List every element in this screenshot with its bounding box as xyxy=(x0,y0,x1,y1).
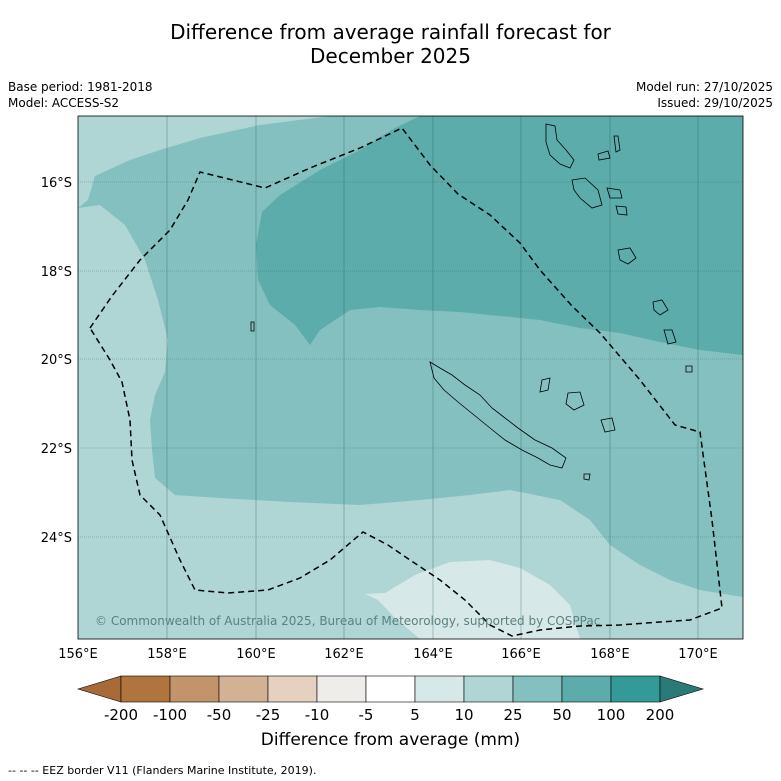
anomaly-fields xyxy=(78,116,743,639)
colorbar-tick: 10 xyxy=(454,706,473,724)
lon-labels: 156°E 158°E 160°E 162°E 164°E 166°E 168°… xyxy=(58,647,718,662)
colorbar: -200 -100 -50 -25 -10 -5 5 10 25 50 100 … xyxy=(76,675,705,724)
lat-label: 16°S xyxy=(41,176,72,191)
island-vanuatu-8 xyxy=(652,299,669,316)
map-frame xyxy=(77,115,744,640)
title-line-2: December 2025 xyxy=(310,44,471,68)
colorbar-swatch xyxy=(267,675,318,703)
colorbar-tick: 50 xyxy=(552,706,571,724)
island-vanuatu-6 xyxy=(615,205,628,216)
lat-label: 18°S xyxy=(41,265,72,280)
colorbar-high-arrow xyxy=(659,675,705,703)
colorbar-tick: -10 xyxy=(305,706,330,724)
lon-label: 170°E xyxy=(678,647,718,662)
island-new-caledonia xyxy=(429,361,567,469)
islands xyxy=(250,123,693,481)
meta-left: Base period: 1981-2018 Model: ACCESS-S2 xyxy=(8,79,153,111)
lon-label: 164°E xyxy=(413,647,453,662)
model-name: Model: ACCESS-S2 xyxy=(8,96,120,110)
lat-label: 22°S xyxy=(41,442,72,457)
colorbar-tick: -100 xyxy=(153,706,187,724)
colorbar-swatch xyxy=(610,675,661,703)
lon-label: 156°E xyxy=(58,647,98,662)
meta-right: Model run: 27/10/2025 Issued: 29/10/2025 xyxy=(636,79,773,111)
island-vanuatu-9 xyxy=(663,329,677,345)
colorbar-tick: 200 xyxy=(646,706,675,724)
base-period: Base period: 1981-2018 xyxy=(8,80,153,94)
eez-legend-note: -- -- -- EEZ border V11 (Flanders Marine… xyxy=(8,764,317,777)
island-small-1 xyxy=(250,321,255,332)
issued-date: Issued: 29/10/2025 xyxy=(657,96,773,110)
colorbar-swatch xyxy=(218,675,269,703)
island-loyalty-1 xyxy=(539,377,551,393)
field-5-10 xyxy=(365,560,580,639)
lat-label: 20°S xyxy=(41,353,72,368)
map-title: Difference from average rainfall forecas… xyxy=(0,20,781,68)
colorbar-tick: -50 xyxy=(207,706,232,724)
colorbar-label: Difference from average (mm) xyxy=(260,730,521,750)
lat-label: 24°S xyxy=(41,531,72,546)
colorbar-tick: 100 xyxy=(597,706,626,724)
model-run: Model run: 27/10/2025 xyxy=(635,80,773,94)
lon-label: 160°E xyxy=(236,647,276,662)
colorbar-tick: -200 xyxy=(104,706,138,724)
colorbar-swatch xyxy=(463,675,514,703)
island-loyalty-2 xyxy=(565,391,585,411)
island-loyalty-3 xyxy=(600,417,616,433)
island-vanuatu-5 xyxy=(606,187,623,199)
lon-label: 166°E xyxy=(501,647,541,662)
island-vanuatu-3 xyxy=(613,135,621,153)
copyright-notice: © Commonwealth of Australia 2025, Bureau… xyxy=(95,614,601,628)
colorbar-swatch xyxy=(169,675,220,703)
island-vanuatu-4 xyxy=(571,177,603,209)
colorbar-swatch xyxy=(512,675,563,703)
eez-border xyxy=(89,127,723,637)
lon-label: 168°E xyxy=(590,647,630,662)
colorbar-swatch xyxy=(120,675,171,703)
colorbar-swatch xyxy=(316,675,367,703)
island-vanuatu-1 xyxy=(545,123,575,169)
grid-lines xyxy=(78,116,743,639)
colorbar-tick: 25 xyxy=(503,706,522,724)
island-vanuatu-2 xyxy=(597,150,611,161)
colorbar-swatch xyxy=(414,675,465,703)
lon-label: 162°E xyxy=(324,647,364,662)
island-pines xyxy=(583,473,591,481)
colorbar-tick: -25 xyxy=(256,706,281,724)
field-50-100 xyxy=(256,116,743,355)
island-small-2 xyxy=(685,365,693,373)
colorbar-tick: 5 xyxy=(410,706,420,724)
lat-labels: 16°S 18°S 20°S 22°S 24°S xyxy=(41,176,72,546)
title-line-1: Difference from average rainfall forecas… xyxy=(170,20,611,44)
island-vanuatu-7 xyxy=(617,247,637,265)
colorbar-tick: -5 xyxy=(359,706,374,724)
colorbar-low-arrow xyxy=(76,675,122,703)
colorbar-swatch xyxy=(561,675,612,703)
lon-label: 158°E xyxy=(147,647,187,662)
colorbar-swatch xyxy=(365,675,416,703)
